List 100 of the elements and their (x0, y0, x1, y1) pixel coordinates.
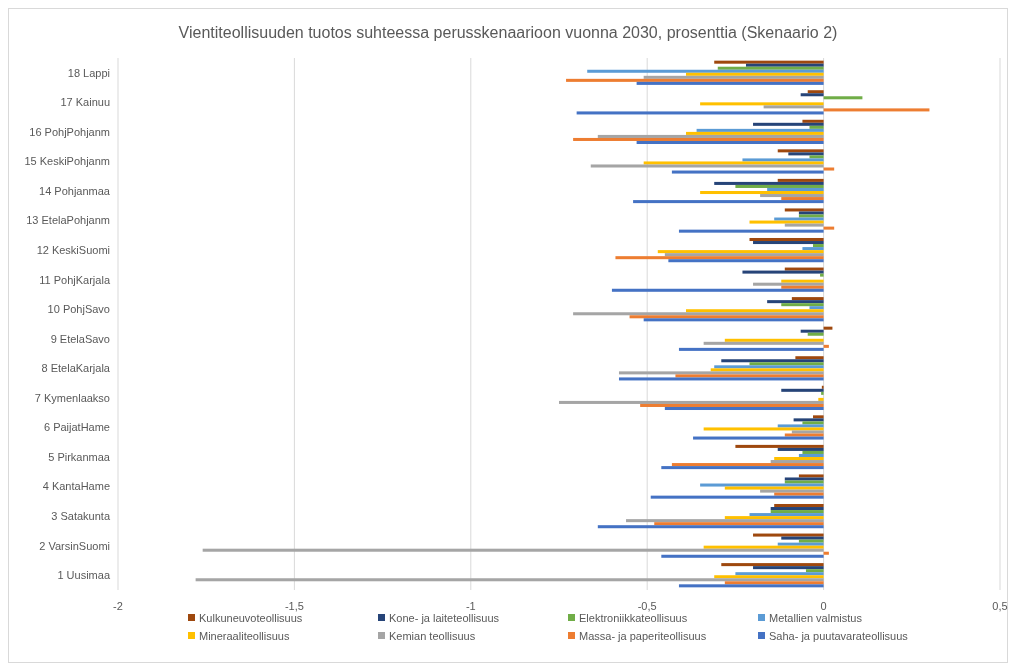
bar (724, 581, 824, 585)
bar (195, 578, 824, 582)
bar (700, 102, 824, 106)
bar (781, 536, 824, 540)
bar (784, 267, 824, 271)
y-tick-label: 14 Pohjanmaa (39, 184, 111, 197)
bar (703, 341, 824, 345)
bar (753, 122, 824, 126)
bar (636, 81, 824, 85)
bar (781, 197, 824, 201)
x-tick-label: -1,5 (284, 600, 304, 612)
y-tick-label: 13 EtelaPohjanm (26, 214, 110, 227)
bar (791, 297, 824, 301)
bar (749, 237, 824, 242)
bar (717, 66, 824, 70)
bar (714, 575, 824, 579)
bar (640, 403, 824, 407)
legend-label: Mineraaliteollisuus (199, 629, 290, 642)
bar (745, 63, 824, 67)
bar (781, 285, 824, 289)
bar (774, 457, 824, 461)
bar (813, 415, 824, 419)
bar (664, 406, 824, 411)
y-tick-label: 11 PohjKarjala (39, 273, 111, 286)
bar (686, 72, 824, 76)
y-tick-label: 15 KeskiPohjanm (24, 155, 110, 168)
bar (800, 329, 824, 333)
bar (700, 191, 824, 195)
bar (802, 247, 824, 251)
y-tick-label: 16 PohjPohjanm (29, 125, 110, 138)
y-tick-label: 1 Uusimaa (57, 569, 111, 582)
bar (784, 208, 824, 212)
bar (823, 96, 863, 100)
bar (767, 300, 824, 304)
bar (805, 569, 824, 573)
bar (749, 362, 824, 366)
bar (714, 60, 824, 64)
bar (633, 200, 824, 204)
y-tick-label: 10 PohjSavo (47, 303, 110, 316)
bar (753, 533, 824, 537)
bar (749, 220, 824, 224)
bar (636, 140, 824, 145)
bar (721, 563, 824, 567)
y-tick-label: 2 VarsinSuomi (39, 539, 110, 552)
y-tick-label: 4 KantaHame (42, 480, 110, 493)
bar (654, 522, 824, 526)
bar (809, 306, 824, 310)
y-tick-label: 7 Kymenlaakso (34, 391, 110, 404)
bar (774, 217, 824, 221)
bar (573, 137, 824, 141)
bar (781, 279, 824, 283)
bar (777, 542, 824, 546)
bar (573, 312, 824, 316)
bar (742, 270, 824, 274)
bar (784, 433, 824, 437)
bar (774, 492, 824, 496)
bar (703, 427, 824, 431)
bar (798, 474, 824, 478)
x-tick-label: -0,5 (637, 600, 657, 612)
legend-label: Kemian teollisuus (389, 629, 476, 642)
bar (777, 178, 824, 182)
bar (735, 572, 824, 576)
x-tick-label: -1 (465, 600, 476, 612)
bar (686, 131, 824, 135)
bar (566, 78, 824, 82)
bar (643, 318, 824, 322)
y-tick-label: 5 Pirkanmaa (48, 450, 111, 463)
bar (664, 253, 824, 257)
bar (753, 566, 824, 570)
bar (742, 158, 824, 162)
bar (788, 152, 824, 156)
bar (724, 516, 824, 520)
x-tick-label: 0 (820, 600, 827, 612)
y-tick-label: 18 Lappi (67, 66, 110, 79)
bar (597, 134, 824, 138)
bar (611, 288, 824, 292)
bar (753, 282, 824, 286)
bar (781, 303, 824, 307)
bar (703, 545, 824, 549)
y-tick-label: 12 KeskiSuomi (36, 243, 110, 256)
x-tick-label: 0,5 (992, 600, 1008, 612)
bar (823, 344, 829, 348)
bar (597, 525, 824, 529)
y-tick-label: 8 EtelaKarjala (41, 362, 111, 375)
bar (821, 391, 824, 395)
bar (576, 111, 824, 115)
bar (795, 356, 824, 360)
bar (735, 184, 824, 188)
chart-title: Vientiteollisuuden tuotos suhteessa perusskenaarioon vuonna 2030, prosenttia (Skenaario 2) (178, 24, 838, 41)
bar (760, 194, 824, 198)
bar (700, 483, 824, 487)
bar (774, 503, 824, 508)
bar (813, 244, 824, 248)
bar (767, 187, 824, 191)
bar (777, 447, 824, 451)
bar (693, 436, 824, 440)
bar (724, 338, 824, 342)
bar (202, 548, 824, 552)
bar (696, 128, 824, 132)
bar (777, 424, 824, 428)
